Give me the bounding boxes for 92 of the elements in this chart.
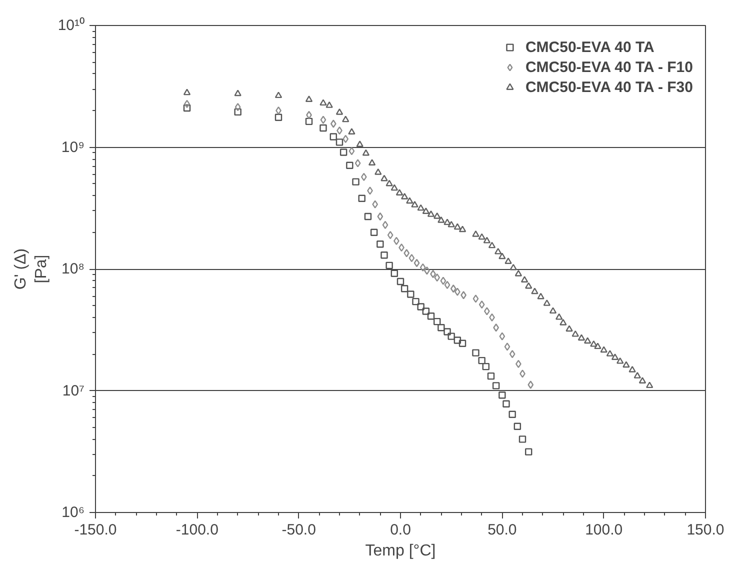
x-tick-label: -150.0 (74, 522, 117, 538)
point (472, 349, 480, 356)
point (340, 148, 348, 156)
point (434, 273, 440, 282)
point (342, 134, 349, 144)
x-tick-label: 100.0 (585, 522, 623, 538)
point (372, 200, 378, 208)
x-tick-label: 0.0 (390, 522, 411, 538)
point (396, 278, 404, 286)
point (380, 252, 388, 259)
point (276, 106, 282, 115)
point (499, 332, 506, 340)
point (528, 380, 534, 389)
point (420, 263, 426, 272)
x-tick-label: -50.0 (282, 522, 316, 538)
point (320, 124, 327, 132)
point (360, 172, 367, 182)
y-tick-label: 10⁸ (61, 260, 85, 278)
y-tick-label: 10¹⁰ (58, 17, 85, 34)
point (434, 318, 441, 326)
point (502, 400, 510, 408)
point (422, 308, 430, 315)
point (498, 392, 506, 399)
point (382, 220, 388, 230)
point (509, 350, 516, 358)
point (440, 276, 446, 285)
point (234, 108, 242, 116)
point (448, 332, 455, 340)
point (305, 118, 313, 126)
point (493, 324, 499, 332)
point (336, 138, 344, 146)
point (320, 116, 326, 124)
point (354, 159, 361, 168)
point (444, 328, 451, 336)
point (484, 307, 490, 316)
point (520, 370, 526, 378)
y-tick-label: 10⁹ (61, 138, 84, 156)
point (412, 298, 420, 306)
point (444, 280, 450, 290)
point (400, 285, 408, 292)
point (330, 120, 336, 128)
point (348, 146, 355, 156)
x-tick-label: 150.0 (686, 522, 724, 538)
point (454, 288, 460, 296)
point (330, 133, 337, 140)
point (414, 258, 420, 268)
point (408, 254, 415, 262)
point (352, 178, 360, 186)
legend-label: CMC50-EVA 40 TA - F30 (525, 78, 693, 96)
point (514, 422, 522, 430)
point (370, 228, 378, 236)
point (482, 362, 490, 370)
point (438, 324, 445, 332)
point (424, 266, 430, 275)
point (454, 336, 462, 344)
y-axis-title: G' (Δ) [Pa] (12, 248, 50, 290)
point (364, 212, 372, 220)
point (487, 372, 495, 380)
point (458, 340, 466, 347)
point (492, 382, 500, 390)
y-tick-label: 10⁷ (62, 382, 85, 400)
x-axis-title: Temp [°C] (365, 542, 436, 560)
point (274, 114, 282, 121)
point (358, 194, 366, 202)
point (386, 262, 393, 270)
point (376, 240, 384, 248)
legend-label: CMC50-EVA 40 TA (525, 38, 654, 56)
x-tick-label: 50.0 (488, 522, 517, 538)
point (234, 102, 241, 112)
point (390, 270, 398, 278)
point (336, 126, 342, 135)
legend-label: CMC50-EVA 40 TA - F10 (525, 58, 693, 76)
point (367, 186, 373, 195)
point (417, 303, 424, 310)
point (472, 294, 479, 303)
point (478, 356, 486, 364)
point (478, 300, 485, 309)
point (404, 249, 410, 258)
y-tick-label: 10⁶ (62, 504, 84, 521)
point (518, 436, 526, 443)
point (460, 291, 466, 300)
point (427, 312, 435, 320)
point (346, 162, 354, 169)
point (407, 290, 414, 298)
point (387, 230, 394, 240)
point (450, 284, 456, 293)
point (525, 448, 532, 456)
point (508, 410, 516, 418)
x-tick-label: -100.0 (176, 522, 218, 538)
point (504, 342, 510, 351)
point (377, 212, 384, 221)
point (183, 104, 191, 112)
